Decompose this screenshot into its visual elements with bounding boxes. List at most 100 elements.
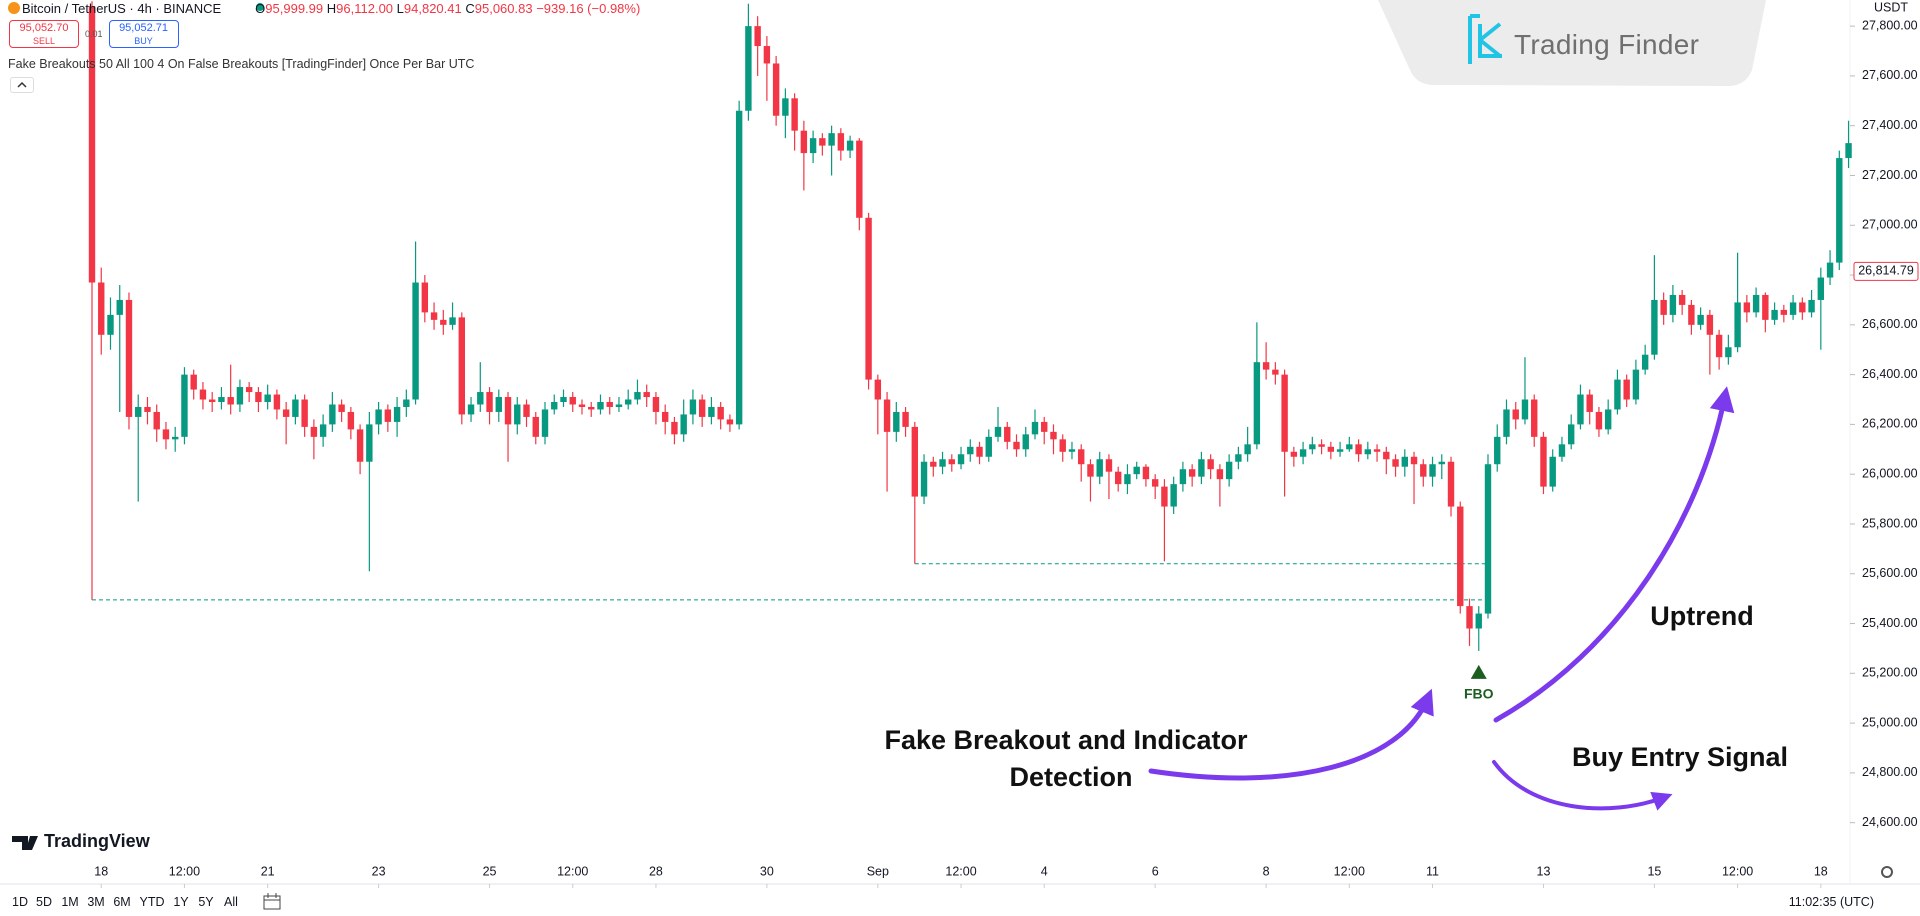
candle-body bbox=[1087, 464, 1094, 477]
candle-body bbox=[1817, 277, 1825, 300]
candle-body bbox=[809, 138, 817, 154]
candle-body bbox=[1595, 411, 1603, 430]
candle-body bbox=[1429, 464, 1436, 477]
x-tick-label: 21 bbox=[261, 864, 275, 878]
candle-body bbox=[125, 299, 133, 417]
candle-body bbox=[967, 446, 974, 455]
y-tick-label: 26,000.00 bbox=[1862, 466, 1918, 480]
tradingview-logo: TradingView bbox=[44, 831, 150, 851]
ohlc-key: L bbox=[396, 0, 404, 16]
range-button[interactable]: YTD bbox=[139, 895, 165, 909]
y-tick-label: 27,000.00 bbox=[1862, 218, 1918, 232]
candle-body bbox=[1743, 302, 1751, 313]
y-tick-label: 27,600.00 bbox=[1862, 68, 1918, 82]
range-button[interactable]: All bbox=[224, 895, 238, 909]
candle-body bbox=[403, 399, 410, 407]
candle-body bbox=[846, 140, 854, 151]
candle-body bbox=[301, 399, 308, 427]
candle-body bbox=[181, 374, 188, 437]
candle-body bbox=[356, 429, 364, 462]
candle-body bbox=[329, 404, 336, 425]
candle-body bbox=[236, 387, 244, 405]
candle-body bbox=[1447, 461, 1455, 507]
candle-body bbox=[551, 401, 558, 410]
y-tick-label: 25,200.00 bbox=[1862, 666, 1918, 680]
candle-body bbox=[745, 26, 752, 111]
candle-body bbox=[1170, 484, 1177, 507]
y-tick-label: 26,600.00 bbox=[1862, 317, 1918, 331]
range-button[interactable]: 5D bbox=[36, 895, 52, 909]
candle-body bbox=[939, 459, 946, 467]
logo-background bbox=[1378, 0, 1766, 86]
calendar-icon[interactable] bbox=[263, 893, 281, 910]
chevron bbox=[17, 81, 27, 88]
candle-body bbox=[523, 404, 530, 417]
candle-body bbox=[116, 299, 123, 315]
candle-body bbox=[477, 392, 484, 405]
candle-body bbox=[1734, 302, 1741, 348]
candle-body bbox=[1697, 314, 1704, 325]
x-tick-label: 12:00 bbox=[557, 864, 588, 878]
candle-body bbox=[1401, 456, 1408, 467]
x-tick-label: 6 bbox=[1152, 864, 1159, 878]
ohlc-key: O bbox=[255, 0, 266, 16]
range-button[interactable]: 1D bbox=[12, 895, 28, 909]
range-button[interactable]: 5Y bbox=[198, 895, 214, 909]
candle-body bbox=[366, 424, 373, 462]
range-button[interactable]: 3M bbox=[87, 895, 105, 909]
candle-body bbox=[153, 411, 160, 430]
candle-body bbox=[1577, 394, 1584, 425]
candle-body bbox=[698, 399, 706, 417]
candle-body bbox=[1558, 444, 1566, 457]
candle-body bbox=[1762, 294, 1769, 320]
x-tick-label: 4 bbox=[1041, 864, 1048, 878]
candle-body bbox=[384, 409, 392, 422]
candle-body bbox=[1780, 309, 1788, 315]
candle-body bbox=[735, 110, 743, 425]
candle-body bbox=[514, 404, 521, 425]
candle-body bbox=[754, 26, 761, 47]
y-tick-label: 25,800.00 bbox=[1862, 516, 1918, 530]
annotation: Uptrend bbox=[1650, 601, 1754, 631]
candle-body bbox=[495, 397, 502, 412]
buy-button[interactable]: 95,052.71 BUY bbox=[108, 20, 179, 48]
sell-button[interactable]: 95,052.70 SELL bbox=[9, 20, 79, 48]
arrow bbox=[1148, 688, 1434, 781]
y-tick-label: 24,600.00 bbox=[1862, 815, 1918, 829]
change: −939.16 (−0.98%) bbox=[536, 0, 641, 16]
candle-body bbox=[227, 397, 234, 405]
settings-icon[interactable] bbox=[1881, 866, 1893, 878]
candle-body bbox=[819, 138, 826, 146]
range-button[interactable]: 6M bbox=[113, 895, 131, 909]
buy-label: BUY bbox=[134, 36, 153, 46]
candle-body bbox=[467, 404, 475, 415]
candle-body bbox=[1373, 449, 1381, 452]
x-tick-label: 12:00 bbox=[1334, 864, 1365, 878]
candle-body bbox=[856, 140, 863, 218]
candle-body bbox=[1771, 309, 1778, 320]
candle-body bbox=[1364, 449, 1372, 455]
candle-body bbox=[292, 399, 299, 417]
x-tick-label: 30 bbox=[760, 864, 774, 878]
candle-body bbox=[107, 314, 114, 335]
x-tick-label: Sep bbox=[867, 864, 889, 878]
y-tick-label: 25,000.00 bbox=[1862, 715, 1918, 729]
candle-body bbox=[1124, 474, 1131, 485]
candle-body bbox=[1013, 441, 1020, 450]
candle-body bbox=[588, 406, 595, 410]
candle-body bbox=[282, 409, 290, 417]
candle-body bbox=[541, 409, 549, 437]
x-tick-label: 15 bbox=[1647, 864, 1661, 878]
candle-body bbox=[1725, 347, 1732, 358]
candle-body bbox=[1512, 409, 1519, 420]
y-tick-label: 25,600.00 bbox=[1862, 566, 1918, 580]
collapse-button[interactable] bbox=[10, 77, 34, 93]
candle-body bbox=[1531, 399, 1538, 437]
candle-body bbox=[440, 319, 447, 325]
candle-body bbox=[504, 397, 512, 425]
range-button[interactable]: 1M bbox=[61, 895, 79, 909]
annotation: Detection bbox=[1009, 762, 1132, 792]
candle-body bbox=[1660, 299, 1667, 315]
range-button[interactable]: 1Y bbox=[173, 895, 189, 909]
x-tick-label: 23 bbox=[372, 864, 386, 878]
